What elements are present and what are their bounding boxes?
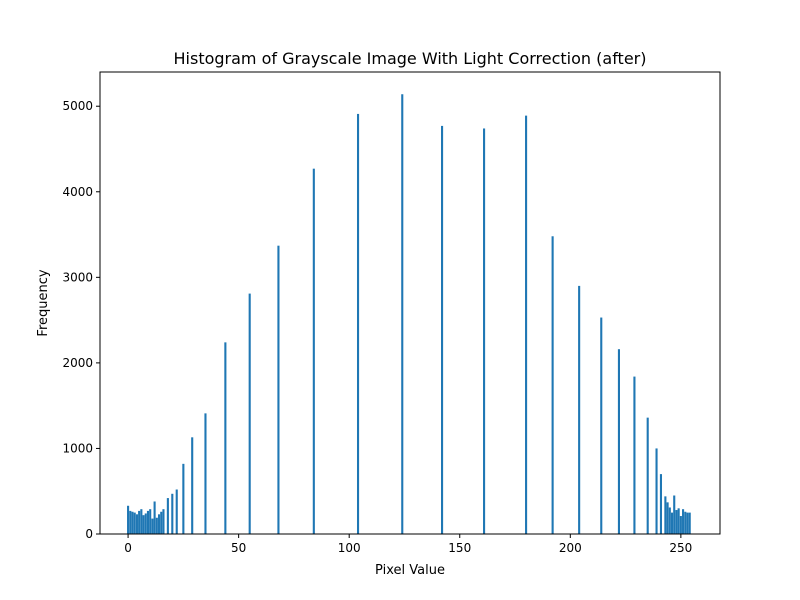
histogram-bar: [525, 115, 528, 534]
histogram-bar: [151, 518, 154, 534]
y-axis-label: Frequency: [36, 269, 51, 336]
y-tick-label: 5000: [62, 99, 93, 113]
histogram-bar: [204, 413, 207, 534]
bar-group: [127, 94, 691, 535]
histogram-bar: [688, 512, 691, 534]
histogram-bar: [551, 236, 554, 534]
histogram-bar: [144, 513, 147, 534]
histogram-bar: [155, 517, 158, 534]
histogram-bar: [655, 448, 658, 534]
x-axis-ticks: 0 50 100 150 200 250: [124, 534, 692, 555]
histogram-bar: [277, 245, 280, 534]
histogram-bar: [673, 495, 676, 534]
plot-frame: [99, 71, 721, 535]
y-tick-label: 0: [85, 527, 93, 541]
histogram-bar: [401, 94, 404, 535]
histogram-bar: [686, 512, 689, 534]
histogram-bar: [441, 125, 444, 535]
histogram-bar: [646, 417, 649, 534]
y-tick-label: 2000: [62, 356, 93, 370]
y-axis-ticks: 0 1000 2000 3000 4000 5000: [62, 99, 100, 541]
histogram-bar: [127, 505, 130, 534]
histogram-bar: [171, 493, 174, 534]
histogram-bar: [135, 514, 138, 534]
histogram-bar: [248, 293, 251, 534]
histogram-bar: [129, 510, 132, 534]
histogram-bar: [682, 509, 685, 534]
histogram-bar: [175, 489, 178, 534]
x-tick-label: 200: [559, 541, 582, 555]
histogram-bar: [153, 501, 156, 534]
histogram-bar: [133, 512, 136, 534]
x-axis-label: Pixel Value: [375, 563, 445, 578]
x-tick-label: 50: [231, 541, 246, 555]
histogram-bar: [160, 511, 163, 534]
x-tick-label: 100: [338, 541, 361, 555]
histogram-bar: [162, 509, 165, 534]
histogram-bar: [679, 516, 682, 534]
histogram-bar: [677, 508, 680, 534]
x-tick-label: 150: [448, 541, 471, 555]
y-tick-label: 3000: [62, 270, 93, 284]
y-tick-label: 1000: [62, 441, 93, 455]
histogram-bar: [578, 285, 581, 534]
histogram-bar: [140, 509, 143, 534]
histogram-bar: [142, 515, 145, 534]
histogram-bar: [684, 511, 687, 534]
histogram-bar: [356, 113, 360, 535]
histogram-bar: [670, 512, 674, 534]
histogram-bar: [659, 474, 663, 534]
histogram-bar: [675, 510, 678, 534]
histogram-bar: [633, 376, 636, 534]
x-tick-label: 250: [669, 541, 692, 555]
histogram-bar: [666, 502, 669, 534]
histogram-bar: [149, 509, 152, 534]
histogram-bar: [668, 507, 671, 534]
histogram-bar: [138, 510, 141, 534]
histogram-bar: [146, 510, 150, 534]
x-tick-label: 0: [124, 541, 132, 555]
histogram-bar: [157, 514, 161, 534]
histogram-bar: [182, 463, 185, 534]
histogram-bar: [617, 349, 620, 534]
histogram-bar: [312, 168, 315, 534]
histogram-bar: [664, 496, 667, 534]
y-tick-label: 4000: [62, 185, 93, 199]
histogram-bar: [166, 498, 169, 534]
histogram-bar: [483, 128, 486, 534]
chart-title: Histogram of Grayscale Image With Light …: [174, 49, 647, 68]
histogram-bar: [131, 511, 134, 534]
histogram-bar: [191, 437, 194, 534]
histogram-bar: [600, 317, 603, 534]
histogram-bar: [224, 342, 227, 534]
